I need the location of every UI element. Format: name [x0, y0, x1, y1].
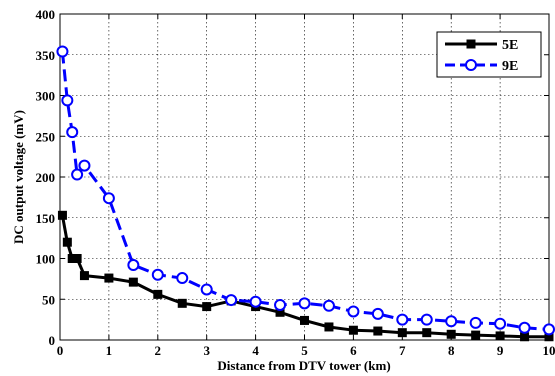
data-point-9e	[371, 307, 384, 320]
x-tick-label: 4	[252, 343, 259, 358]
data-point-9e	[469, 316, 482, 329]
series-line-9e	[60, 51, 550, 331]
data-point-9e	[66, 126, 79, 139]
legend-label-5e: 5E	[502, 38, 518, 53]
data-point-9e	[61, 94, 74, 107]
data-point-5e	[446, 329, 456, 339]
data-point-9e	[396, 313, 409, 326]
y-tick-label: 200	[36, 170, 56, 185]
y-tick-label: 150	[36, 211, 56, 226]
data-point-5e	[62, 237, 72, 247]
data-point-9e	[71, 168, 84, 181]
data-point-9e	[347, 305, 360, 318]
x-tick-label: 2	[155, 343, 162, 358]
x-tick-label: 5	[301, 343, 308, 358]
y-tick-label: 50	[42, 292, 55, 307]
data-point-5e	[495, 331, 505, 341]
y-tick-label: 100	[36, 252, 56, 267]
data-point-9e	[494, 317, 507, 330]
data-point-9e	[225, 294, 238, 307]
data-point-9e	[298, 297, 311, 310]
y-tick-label: 400	[36, 7, 56, 22]
data-point-5e	[348, 325, 358, 335]
data-point-9e	[249, 295, 262, 308]
x-tick-label: 9	[497, 343, 504, 358]
data-point-9e	[56, 45, 69, 58]
x-tick-label: 7	[399, 343, 406, 358]
data-point-9e	[420, 313, 433, 326]
y-tick-label: 250	[36, 129, 56, 144]
data-point-5e	[520, 332, 530, 342]
x-tick-label: 8	[448, 343, 455, 358]
series-9e	[56, 45, 555, 336]
data-point-5e	[300, 315, 309, 325]
series-group	[56, 45, 555, 342]
data-point-5e	[79, 271, 89, 281]
y-tick-label: 350	[36, 48, 56, 63]
legend-marker-9e	[465, 59, 477, 71]
data-point-5e	[57, 210, 67, 220]
data-point-9e	[102, 192, 115, 205]
y-tick-label: 0	[49, 333, 56, 348]
data-point-9e	[127, 259, 140, 272]
data-point-5e	[324, 322, 334, 332]
y-axis-label: DC output voltage (mV)	[11, 110, 26, 244]
legend-box	[436, 31, 542, 78]
legend-marker-5e	[466, 39, 476, 49]
y-tick-label: 300	[36, 89, 56, 104]
data-point-9e	[274, 298, 287, 311]
data-point-5e	[104, 273, 114, 283]
x-tick-label: 10	[543, 343, 555, 358]
data-point-5e	[153, 289, 163, 299]
x-tick-label: 1	[106, 343, 113, 358]
data-point-9e	[151, 268, 164, 281]
data-point-9e	[78, 159, 91, 172]
data-point-5e	[202, 302, 212, 312]
x-tick-label: 6	[350, 343, 357, 358]
data-point-9e	[322, 299, 335, 312]
data-point-5e	[177, 298, 187, 308]
data-point-5e	[373, 326, 383, 336]
data-point-9e	[200, 283, 213, 296]
legend-label-9e: 9E	[502, 59, 518, 74]
data-point-9e	[445, 315, 458, 328]
x-axis-label: Distance from DTV tower (km)	[217, 358, 390, 373]
x-tick-label: 0	[57, 343, 64, 358]
data-point-9e	[543, 323, 555, 336]
data-point-9e	[518, 321, 531, 334]
data-point-5e	[128, 277, 138, 287]
data-point-5e	[72, 254, 82, 263]
grid	[60, 14, 549, 340]
data-point-5e	[397, 328, 407, 338]
data-point-5e	[422, 328, 432, 338]
legend: 5E 9E	[436, 31, 542, 78]
x-tick-label: 3	[203, 343, 210, 358]
data-point-5e	[471, 330, 481, 340]
data-point-9e	[176, 272, 189, 285]
